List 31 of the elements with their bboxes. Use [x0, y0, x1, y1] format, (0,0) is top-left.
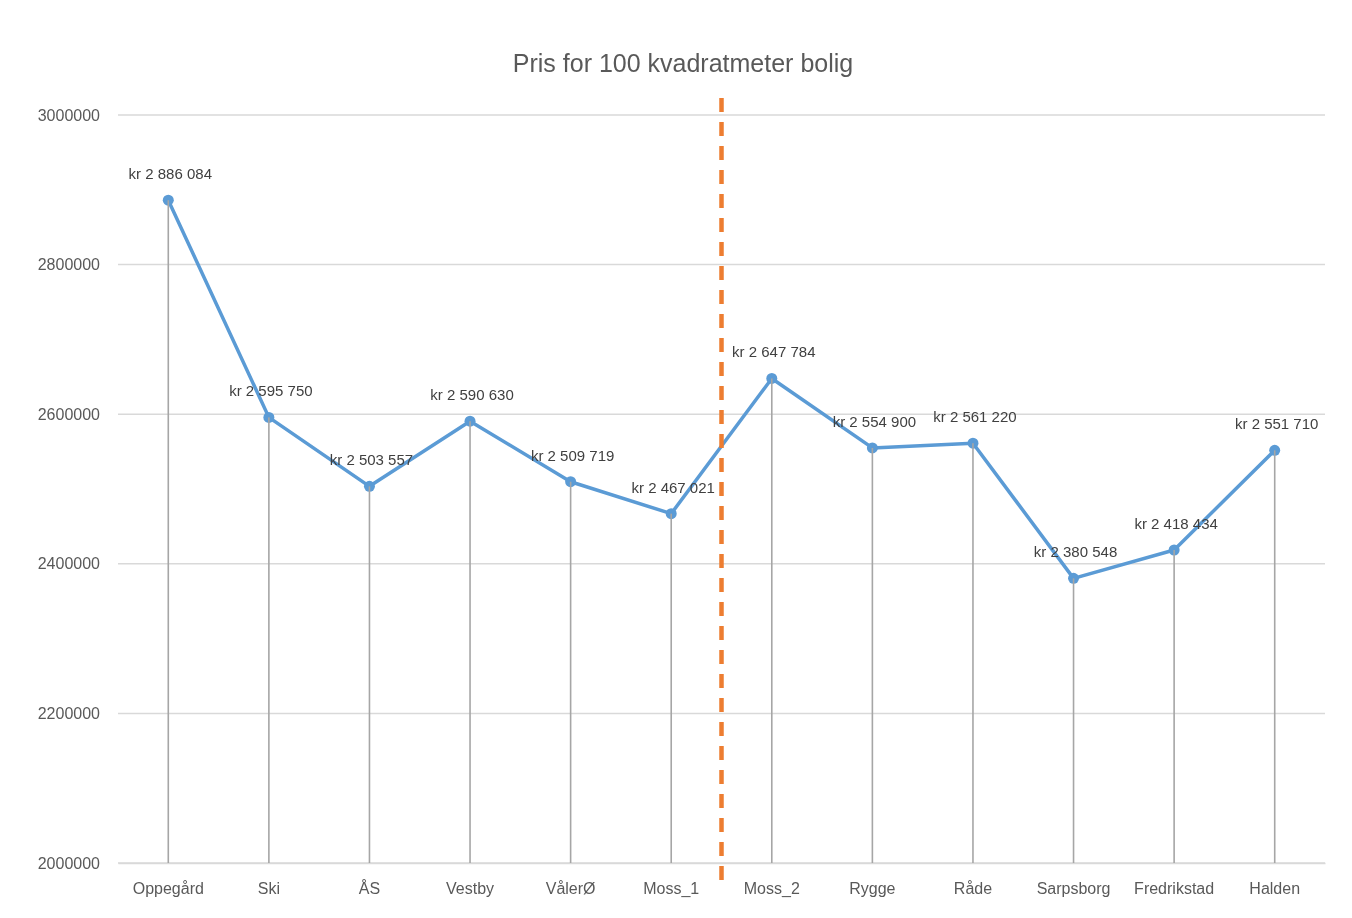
- y-tick-label: 3000000: [37, 106, 101, 124]
- data-label: kr 2 590 630: [430, 386, 514, 404]
- data-label: kr 2 647 784: [732, 343, 816, 361]
- x-tick-label: ÅS: [358, 879, 381, 898]
- data-label: kr 2 551 710: [1235, 415, 1319, 433]
- x-tick-label: Sarpsborg: [1036, 880, 1111, 898]
- x-tick-label: Moss_1: [643, 880, 700, 899]
- data-label: kr 2 509 719: [530, 446, 615, 464]
- chart-title: Pris for 100 kvadratmeter bolig: [512, 49, 854, 77]
- data-label: kr 2 467 021: [631, 478, 715, 496]
- x-tick-label: Ski: [257, 880, 280, 898]
- x-tick-label: Oppegård: [132, 880, 204, 898]
- x-tick-label: Halden: [1249, 880, 1301, 898]
- point: [565, 476, 577, 488]
- x-tick-label: Moss_2: [743, 880, 800, 899]
- y-tick-label: 2200000: [37, 705, 101, 723]
- y-tick-label: 2000000: [37, 854, 101, 872]
- data-label: kr 2 595 750: [229, 382, 313, 400]
- x-tick-label: Fredrikstad: [1134, 880, 1215, 898]
- point: [1068, 572, 1080, 584]
- y-tick-label: 2800000: [37, 256, 101, 274]
- x-tick-label: Råde: [953, 880, 993, 898]
- data-label: kr 2 561 220: [933, 408, 1017, 426]
- x-tick-label: Rygge: [849, 880, 896, 898]
- x-tick-label: VålerØ: [545, 880, 596, 898]
- point: [363, 480, 375, 492]
- x-tick-label: Vestby: [446, 880, 495, 898]
- y-tick-label: 2600000: [37, 405, 101, 423]
- y-tick-label: 2400000: [37, 555, 101, 573]
- point: [866, 442, 878, 454]
- data-label: kr 2 886 084: [128, 165, 212, 183]
